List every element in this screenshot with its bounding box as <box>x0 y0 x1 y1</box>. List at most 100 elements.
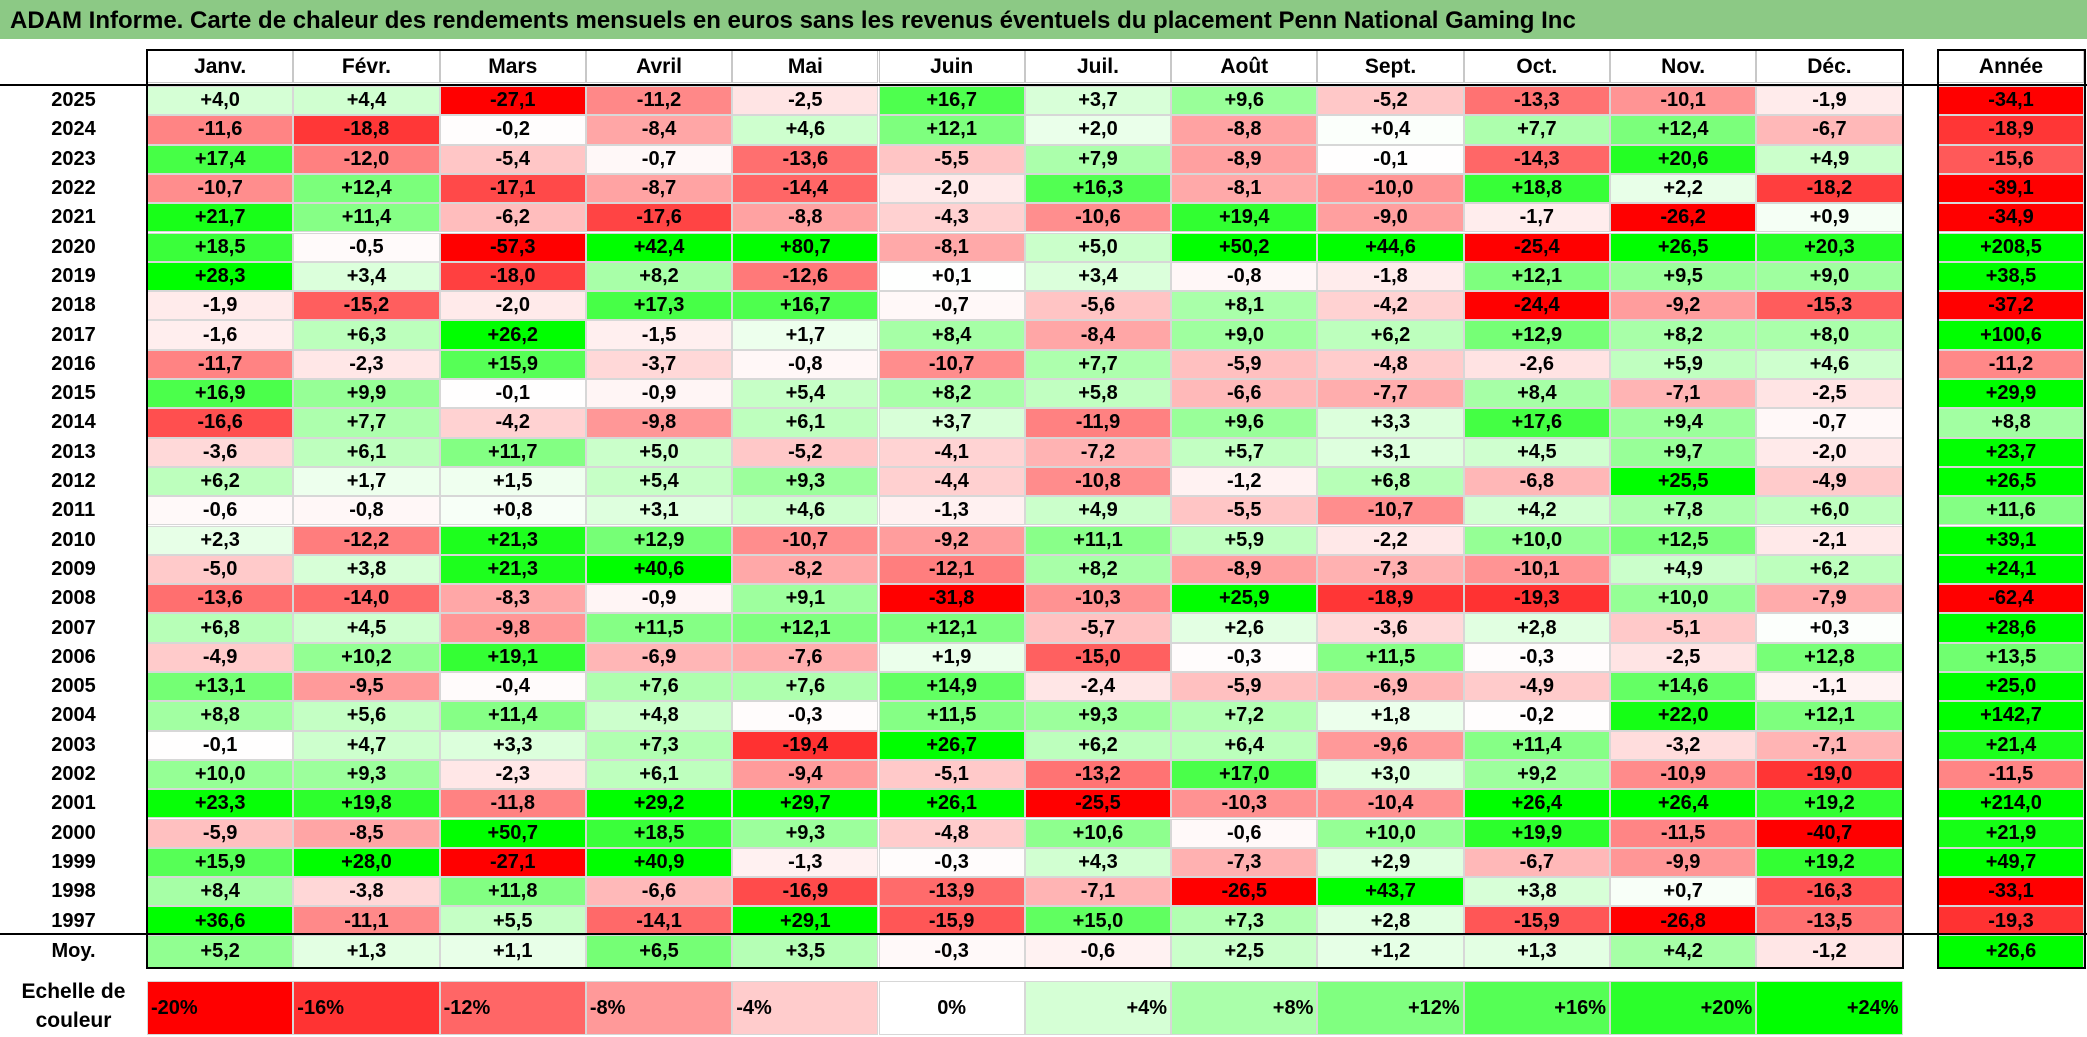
heatmap-cell: +11,1 <box>1024 525 1172 555</box>
year-label: 2021 <box>0 203 147 233</box>
heatmap-cell: +9,3 <box>732 818 879 848</box>
heatmap-cell: +6,2 <box>1317 320 1464 350</box>
heatmap-cell: -8,8 <box>1171 115 1318 145</box>
heatmap-cell: -17,6 <box>585 203 733 233</box>
heatmap-cell: -9,6 <box>1317 730 1464 760</box>
heatmap-cell: +8,4 <box>147 877 294 907</box>
heatmap-cell: +9,3 <box>732 466 879 497</box>
heatmap-cell: +0,9 <box>1756 203 1903 233</box>
heatmap-cell: +10,0 <box>1463 525 1610 555</box>
heatmap-cell: -10,7 <box>878 349 1025 379</box>
heatmap-cell: -1,9 <box>1756 86 1903 116</box>
heatmap-cell: -0,7 <box>585 144 733 174</box>
heatmap-cell: +10,0 <box>147 759 294 790</box>
annual-return-cell: -34,1 <box>1938 86 2084 116</box>
year-label: 2025 <box>0 86 147 116</box>
annual-return-cell: +13,5 <box>1938 642 2084 672</box>
heatmap-cell: +6,0 <box>1756 496 1903 526</box>
heatmap-cell: -11,1 <box>293 906 440 936</box>
heatmap-cell: -11,9 <box>1024 408 1172 438</box>
heatmap-cell: -6,6 <box>1171 379 1318 409</box>
heatmap-cell: -7,3 <box>1171 847 1318 878</box>
heatmap-cell: +9,2 <box>1463 759 1610 790</box>
heatmap-cell: +4,4 <box>293 86 440 116</box>
scale-step: +4% <box>1024 981 1172 1035</box>
heatmap-cell: -5,6 <box>1024 291 1172 321</box>
heatmap-cell: -6,2 <box>439 203 586 233</box>
annual-return-cell: +214,0 <box>1938 789 2084 819</box>
annual-return-cell: +21,4 <box>1938 730 2084 760</box>
heatmap-cell: -8,3 <box>439 584 586 614</box>
heatmap-cell: -5,9 <box>147 818 294 848</box>
heatmap-cell: -26,8 <box>1610 906 1757 936</box>
heatmap-cell: -13,2 <box>1024 759 1172 790</box>
year-label: 2014 <box>0 408 147 438</box>
heatmap-cell: -13,3 <box>1463 86 1610 116</box>
heatmap-cell: -2,5 <box>732 86 879 116</box>
heatmap-cell: -4,8 <box>878 818 1025 848</box>
heatmap-cell: -8,4 <box>585 115 733 145</box>
heatmap-cell: -10,4 <box>1317 789 1464 819</box>
heatmap-cell: +1,7 <box>293 466 440 497</box>
heatmap-cell: -31,8 <box>878 584 1025 614</box>
heatmap-cell: +28,0 <box>293 847 440 878</box>
heatmap-cell: -12,6 <box>732 261 879 292</box>
heatmap-cell: +0,3 <box>1756 613 1903 643</box>
heatmap-cell: +6,1 <box>585 759 733 790</box>
heatmap-cell: -0,8 <box>293 496 440 526</box>
year-label: 2020 <box>0 232 147 262</box>
heatmap-cell: +9,3 <box>1024 701 1172 731</box>
heatmap-cell: +7,8 <box>1610 496 1757 526</box>
heatmap-cell: +13,1 <box>147 672 294 702</box>
heatmap-cell: +5,8 <box>1024 379 1172 409</box>
heatmap-cell: -5,5 <box>878 144 1025 174</box>
heatmap-cell: +9,3 <box>293 759 440 790</box>
heatmap-cell: +40,6 <box>585 554 733 585</box>
heatmap-cell: +10,6 <box>1024 818 1172 848</box>
heatmap-cell: +3,0 <box>1317 759 1464 790</box>
heatmap-cell: +6,2 <box>1756 554 1903 585</box>
heatmap-cell: +44,6 <box>1317 232 1464 262</box>
heatmap-cell: -8,9 <box>1171 554 1318 585</box>
scale-step: -20% <box>147 981 294 1035</box>
annual-return-cell: +11,6 <box>1938 496 2084 526</box>
heatmap-cell: +17,0 <box>1171 759 1318 790</box>
heatmap-cell: -1,3 <box>878 496 1025 526</box>
heatmap-cell: +4,5 <box>293 613 440 643</box>
heatmap-cell: +21,3 <box>439 554 586 585</box>
heatmap-cell: +1,9 <box>878 642 1025 672</box>
heatmap-cell: +12,1 <box>1756 701 1903 731</box>
heatmap-cell: -9,2 <box>878 525 1025 555</box>
heatmap-cell: +1,8 <box>1317 701 1464 731</box>
heatmap-cell: -15,2 <box>293 291 440 321</box>
heatmap-cell: +3,7 <box>878 408 1025 438</box>
heatmap-cell: -18,8 <box>293 115 440 145</box>
heatmap-cell: -0,8 <box>732 349 879 379</box>
heatmap-cell: +2,2 <box>1610 173 1757 204</box>
heatmap-cell: -15,9 <box>878 906 1025 936</box>
heatmap-cell: -17,1 <box>439 173 586 204</box>
heatmap-cell: -0,7 <box>1756 408 1903 438</box>
heatmap-cell: -10,7 <box>732 525 879 555</box>
month-header: Janv. <box>147 50 294 83</box>
heatmap-cell: +6,8 <box>147 613 294 643</box>
year-label: 2017 <box>0 320 147 350</box>
heatmap-cell: +16,7 <box>878 86 1025 116</box>
heatmap-cell: +28,3 <box>147 261 294 292</box>
heatmap-cell: -10,0 <box>1317 173 1464 204</box>
annual-return-cell: +208,5 <box>1938 232 2084 262</box>
heatmap-cell: +14,6 <box>1610 672 1757 702</box>
heatmap-cell: -3,6 <box>147 437 294 467</box>
heatmap-cell: -5,2 <box>732 437 879 467</box>
heatmap-cell: +11,5 <box>585 613 733 643</box>
heatmap-cell: +4,3 <box>1024 847 1172 878</box>
heatmap-cell: -26,2 <box>1610 203 1757 233</box>
heatmap-cell: +15,9 <box>147 847 294 878</box>
year-label: 2006 <box>0 642 147 672</box>
heatmap-cell: +12,1 <box>732 613 879 643</box>
month-header: Nov. <box>1610 50 1757 83</box>
annual-return-cell: -18,9 <box>1938 115 2084 145</box>
month-header: Mai <box>732 50 879 83</box>
heatmap-cell: -8,2 <box>732 554 879 585</box>
annual-return-cell: +29,9 <box>1938 379 2084 409</box>
